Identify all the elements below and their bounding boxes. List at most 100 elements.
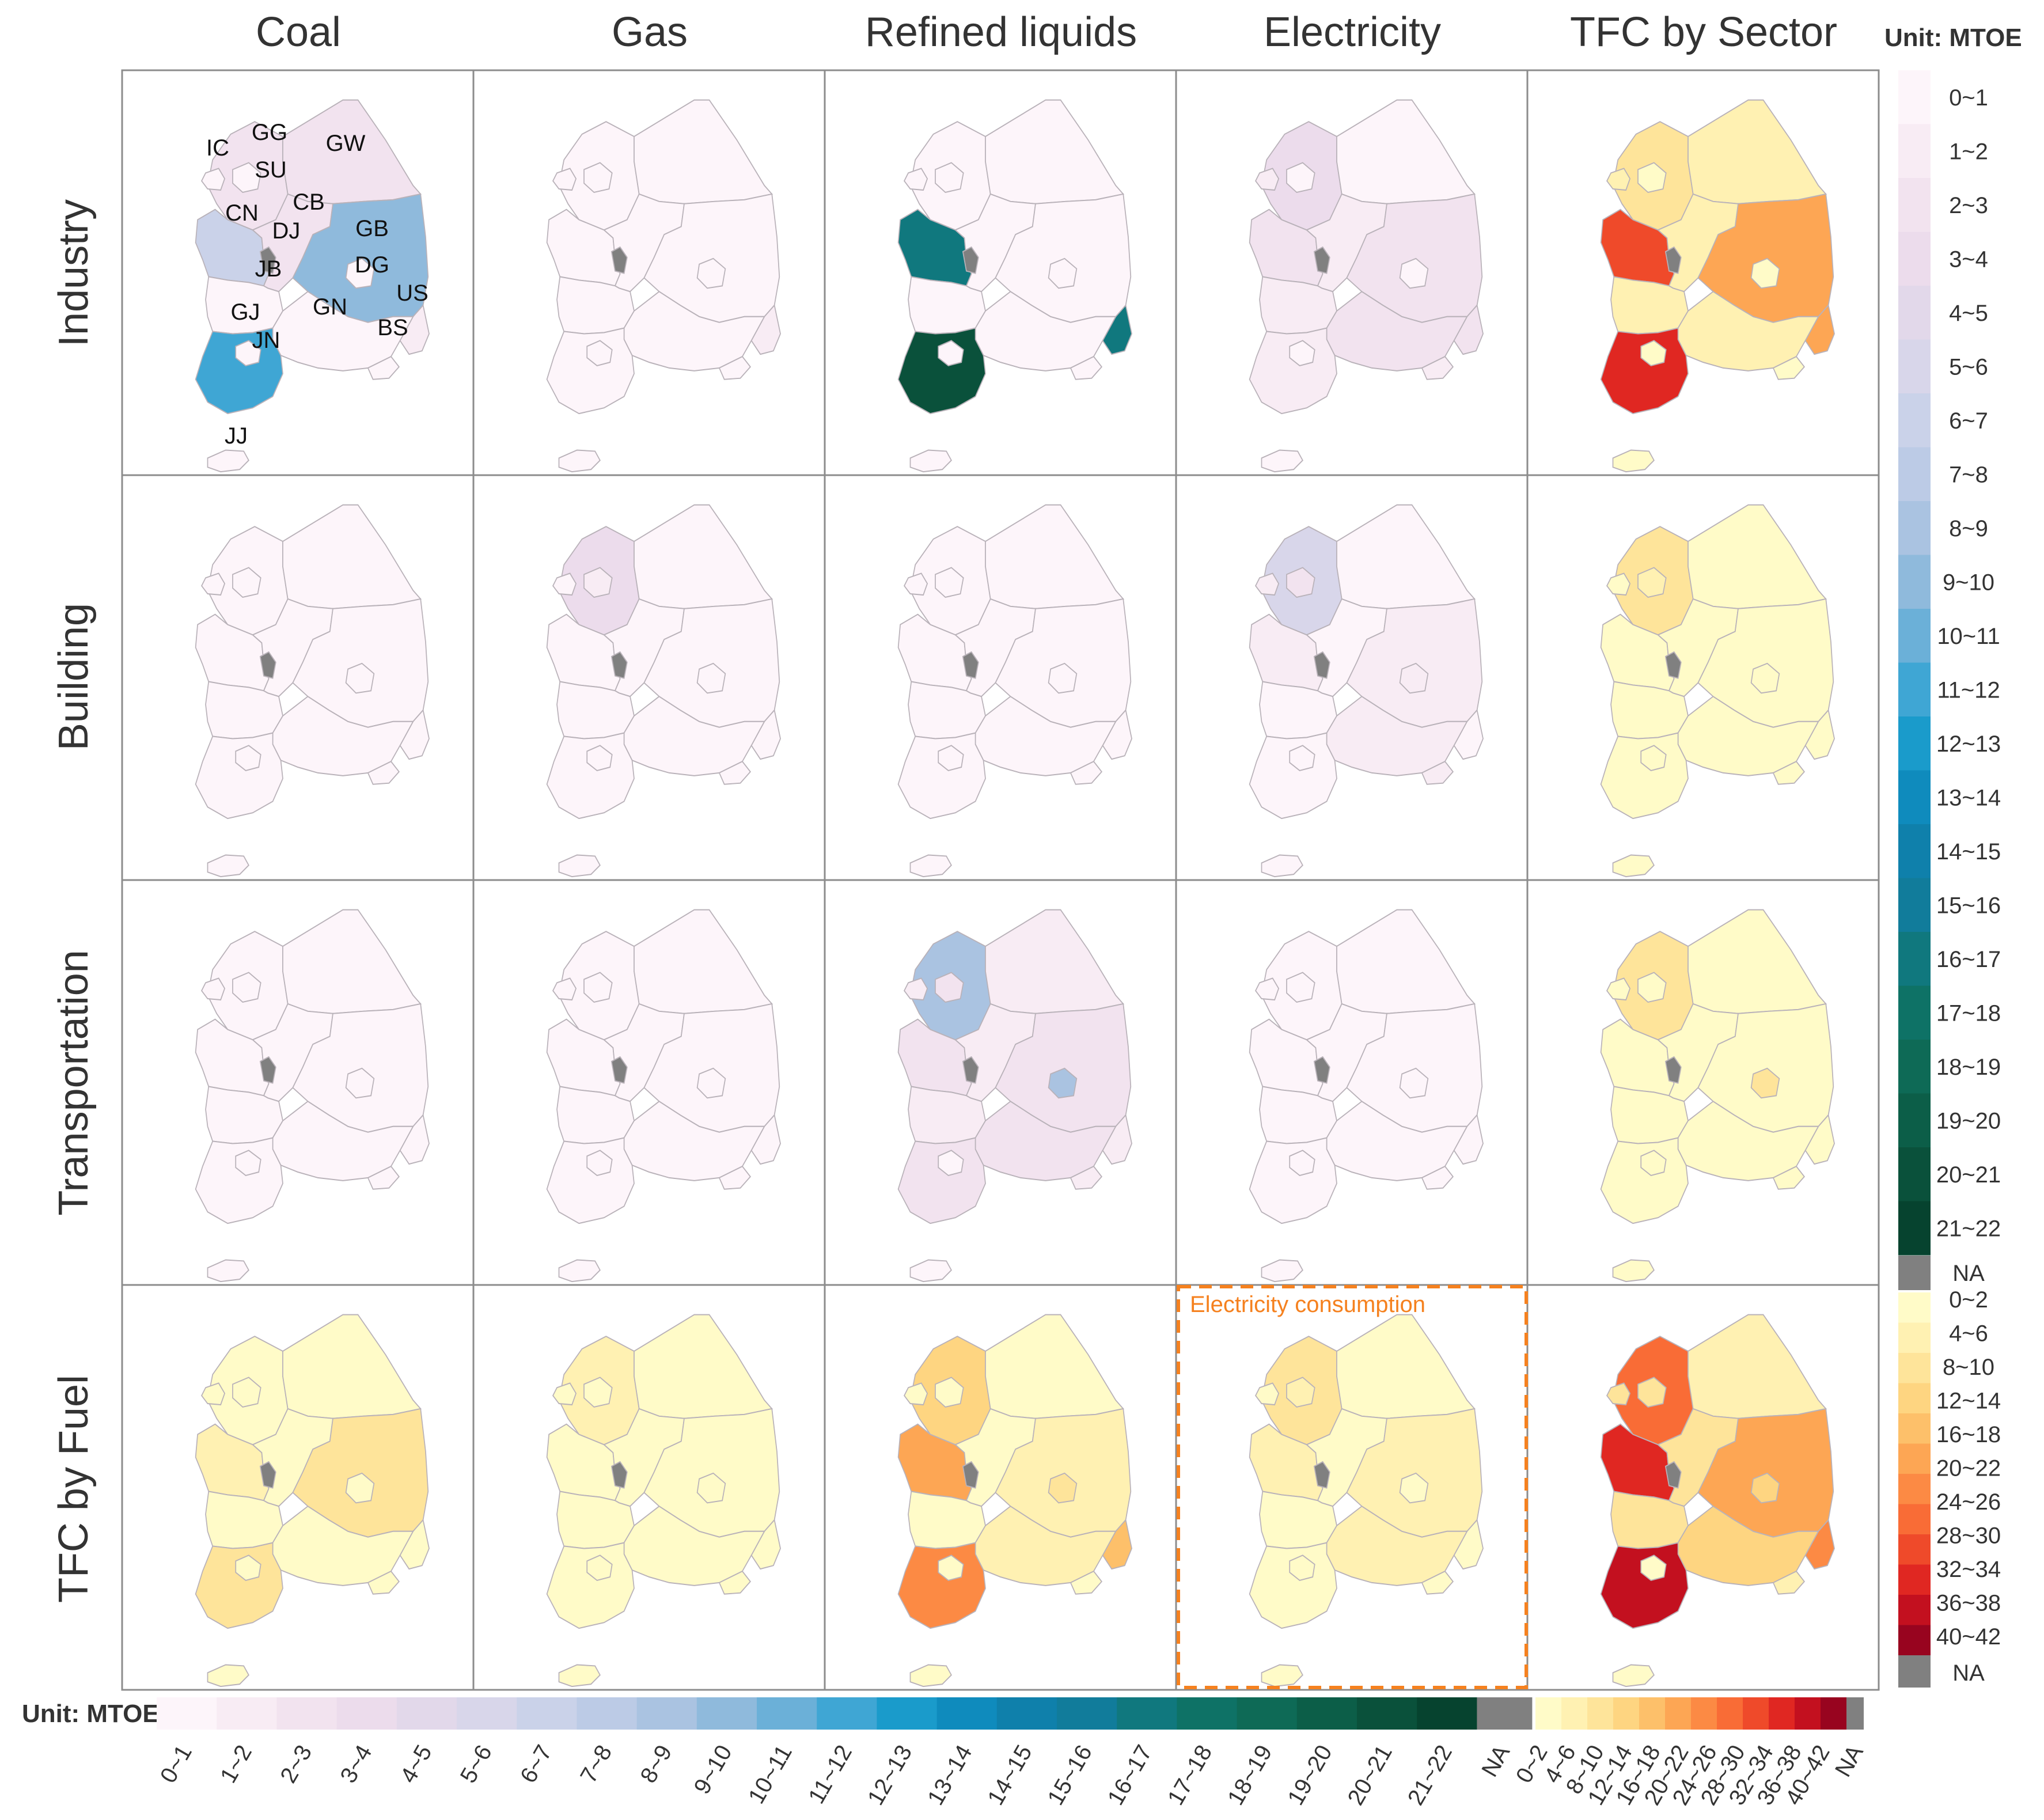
right-legend-label-fuel-8: 32~34 xyxy=(1936,1557,2001,1582)
region-su xyxy=(1637,162,1667,194)
region-jj xyxy=(207,449,249,473)
right-legend-swatch-sector-13 xyxy=(1898,770,1931,825)
region-ic xyxy=(1255,168,1280,191)
region-su xyxy=(583,162,613,194)
region-ic xyxy=(1606,977,1631,1001)
map-tfc-by-fuel-coal xyxy=(195,1314,430,1688)
bottom-legend-swatch-fuel-5 xyxy=(1665,1697,1692,1730)
bottom-legend-label-sector-8: 8~9 xyxy=(635,1741,677,1788)
bottom-legend-label-sector-9: 9~10 xyxy=(689,1741,737,1799)
region-bs xyxy=(1070,1570,1103,1595)
region-label-jn: JN xyxy=(252,328,280,353)
region-bs xyxy=(1421,355,1454,380)
region-jj xyxy=(207,1664,249,1688)
region-dg xyxy=(1399,1067,1429,1099)
bottom-legend-label-na-1: NA xyxy=(1477,1741,1515,1781)
region-dj xyxy=(259,1461,276,1489)
bottom-legend-swatch-fuel-1 xyxy=(1561,1697,1588,1730)
bottom-legend-swatch-fuel-8 xyxy=(1743,1697,1769,1730)
region-jj xyxy=(1261,854,1303,878)
region-jj xyxy=(1261,449,1303,473)
map-tfc-by-fuel-gas xyxy=(546,1314,781,1688)
bottom-legend: Unit: MTOE 0~1 1~2 2~3 3~4 4~5 5~6 6~7 7~8 8~9 9~… xyxy=(22,1697,1868,1810)
right-legend-label-sector-15: 15~16 xyxy=(1936,893,2001,918)
bottom-legend-swatch-sector-7 xyxy=(577,1697,638,1730)
right-legend-swatch-sector-18 xyxy=(1898,1040,1931,1094)
region-jn xyxy=(1600,1542,1689,1629)
region-gj xyxy=(586,1554,613,1582)
region-jj xyxy=(207,1259,249,1283)
region-dg xyxy=(1048,1067,1078,1099)
right-legend-label-na-1: NA xyxy=(1952,1261,1985,1286)
region-ic xyxy=(1606,572,1631,596)
map-industry-coal xyxy=(195,99,430,473)
region-ic xyxy=(1606,1382,1631,1406)
region-jn xyxy=(546,1542,635,1629)
right-legend-label-sector-21: 21~22 xyxy=(1936,1216,2001,1241)
region-su xyxy=(1286,567,1315,598)
right-legend-label-fuel-0: 0~2 xyxy=(1949,1287,1988,1313)
right-legend-swatch-sector-20 xyxy=(1898,1147,1931,1201)
bottom-legend-label-sector-20: 20~21 xyxy=(1343,1741,1397,1810)
bottom-legend-label-sector-0: 0~1 xyxy=(156,1741,197,1788)
region-gj xyxy=(1289,340,1315,367)
bottom-legend-label-sector-3: 3~4 xyxy=(335,1741,377,1788)
bottom-legend-swatch-sector-9 xyxy=(696,1697,757,1730)
panel-grid xyxy=(121,69,1880,1691)
region-jj xyxy=(207,854,249,878)
bottom-legend-swatch-sector-20 xyxy=(1357,1697,1417,1730)
region-ic xyxy=(201,1382,226,1406)
right-legend-swatch-sector-9 xyxy=(1898,555,1931,609)
region-label-us: US xyxy=(396,280,428,306)
region-dj xyxy=(1313,1056,1330,1084)
right-legend-unit: Unit: MTOE xyxy=(1884,24,2022,52)
region-bs xyxy=(1772,355,1806,380)
region-dg xyxy=(1048,257,1078,289)
region-dg xyxy=(1399,662,1429,694)
region-gw xyxy=(1687,99,1827,204)
region-gj xyxy=(938,340,964,367)
region-jj xyxy=(1612,1664,1655,1688)
region-dg xyxy=(1399,1472,1429,1504)
region-gj xyxy=(586,745,613,772)
region-gw xyxy=(634,1314,773,1419)
region-gj xyxy=(235,745,261,772)
region-jj xyxy=(909,1664,952,1688)
bottom-legend-label-sector-17: 17~18 xyxy=(1163,1741,1217,1810)
right-legend-label-sector-7: 7~8 xyxy=(1949,462,1988,487)
bottom-legend-swatch-fuel-10 xyxy=(1795,1697,1821,1730)
region-ic xyxy=(552,977,577,1001)
right-legend-swatch-sector-19 xyxy=(1898,1093,1931,1148)
region-dg xyxy=(1048,662,1078,694)
map-transportation-refined-liquids xyxy=(897,909,1132,1283)
bottom-legend-swatch-sector-14 xyxy=(996,1697,1057,1730)
bottom-legend-label-sector-21: 21~22 xyxy=(1403,1741,1457,1810)
right-legend-swatch-na-2 xyxy=(1898,1655,1931,1688)
region-su xyxy=(1637,1377,1667,1408)
region-bs xyxy=(367,760,400,785)
row-title-transportation: Transportation xyxy=(51,950,97,1216)
region-dj xyxy=(259,1056,276,1084)
bottom-legend-label-sector-12: 12~13 xyxy=(863,1741,917,1810)
region-su xyxy=(935,1377,964,1408)
right-legend-swatch-sector-14 xyxy=(1898,824,1931,878)
right-legend-swatch-sector-2 xyxy=(1898,178,1931,232)
right-legend-swatch-sector-6 xyxy=(1898,393,1931,448)
region-gj xyxy=(938,745,964,772)
bottom-legend-label-sector-16: 16~17 xyxy=(1103,1741,1157,1810)
bottom-legend-swatch-sector-10 xyxy=(757,1697,817,1730)
map-transportation-tfc-by-sector xyxy=(1600,909,1835,1283)
region-label-su: SU xyxy=(255,157,287,183)
right-legend-swatch-sector-21 xyxy=(1898,1201,1931,1256)
right-legend-label-fuel-7: 28~30 xyxy=(1936,1523,2001,1549)
region-ic xyxy=(201,168,226,191)
region-jj xyxy=(1261,1664,1303,1688)
region-bs xyxy=(1772,1570,1806,1595)
region-label-dj: DJ xyxy=(272,218,301,244)
region-bs xyxy=(367,355,400,380)
column-titles: Coal Gas Refined liquids Electricity TFC… xyxy=(256,9,1837,55)
region-jn xyxy=(1249,1137,1337,1224)
region-dj xyxy=(1664,1056,1682,1084)
region-gj xyxy=(1640,1554,1667,1582)
region-jj xyxy=(909,854,952,878)
